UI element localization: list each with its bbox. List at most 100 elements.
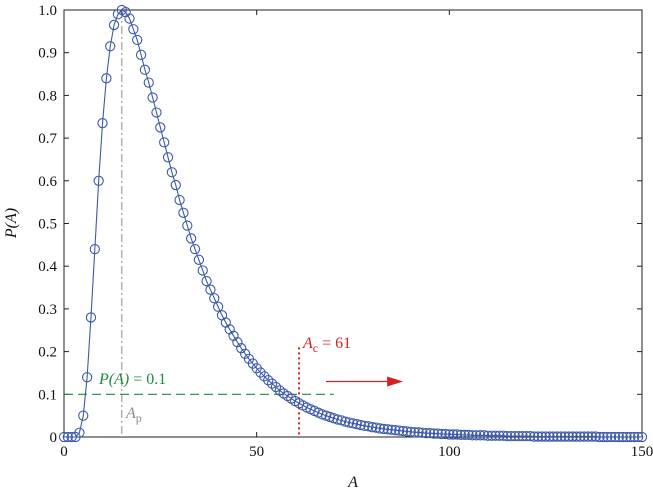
data-point xyxy=(498,430,509,441)
data-point xyxy=(178,207,189,218)
data-point xyxy=(85,312,97,323)
data-point xyxy=(636,431,648,443)
data-point xyxy=(205,284,216,295)
data-point xyxy=(579,431,590,442)
data-point xyxy=(555,431,567,442)
x-tick-label: 50 xyxy=(249,444,264,460)
data-point xyxy=(509,430,520,442)
data-point xyxy=(81,372,93,383)
data-point xyxy=(370,422,382,433)
x-tick-label: 0 xyxy=(60,444,68,460)
data-point xyxy=(405,426,416,438)
data-point xyxy=(517,430,528,442)
data-point xyxy=(108,19,120,31)
data-point xyxy=(239,348,251,359)
y-tick-label: 0.4 xyxy=(38,259,57,275)
data-point xyxy=(586,431,598,442)
data-point xyxy=(386,424,397,435)
data-point xyxy=(193,254,205,265)
data-point xyxy=(490,430,501,441)
axis-ticks: 0 50 100 150 0 0.1 0.2 0.3 0.4 0.5 0.6 0.7 0.8 0.9 1.0 xyxy=(38,3,653,460)
x-tick-label: 100 xyxy=(438,444,461,460)
data-point xyxy=(486,430,497,441)
x-tick-label: 150 xyxy=(631,444,653,460)
peak-label-sub: p xyxy=(136,411,142,425)
data-point xyxy=(482,430,494,441)
x-axis-title: A xyxy=(347,474,358,491)
y-tick-label: 0.6 xyxy=(38,174,57,190)
data-point xyxy=(559,431,571,442)
data-point xyxy=(606,431,617,443)
data-point xyxy=(424,428,436,439)
y-tick-label: 0.9 xyxy=(38,46,57,62)
y-tick-label: 0 xyxy=(50,430,58,446)
data-point xyxy=(135,49,147,60)
data-point xyxy=(478,430,490,441)
data-point xyxy=(343,417,355,428)
data-point xyxy=(609,431,621,443)
data-point xyxy=(621,431,632,443)
threshold-label-value: = 0.1 xyxy=(129,371,166,388)
data-point xyxy=(124,13,135,24)
data-point xyxy=(347,418,359,429)
data-point xyxy=(355,419,366,431)
data-point xyxy=(359,420,370,432)
data-point xyxy=(128,24,139,35)
data-point xyxy=(571,431,582,442)
series-line xyxy=(64,9,642,438)
data-point xyxy=(617,431,628,443)
data-point xyxy=(455,429,467,441)
y-tick-label: 0.5 xyxy=(38,217,57,233)
data-point xyxy=(471,430,482,441)
data-point xyxy=(552,431,563,442)
data-point xyxy=(151,107,162,118)
data-point xyxy=(363,421,374,432)
data-point xyxy=(467,430,478,441)
peak-label-main: A xyxy=(125,405,136,422)
data-point xyxy=(590,431,601,442)
y-tick-label: 0.1 xyxy=(38,387,57,403)
data-point xyxy=(459,429,470,441)
data-point xyxy=(189,243,201,255)
data-point xyxy=(89,243,100,255)
y-tick-label: 1.0 xyxy=(38,3,57,19)
data-point xyxy=(532,431,544,442)
data-point xyxy=(421,428,432,439)
data-point xyxy=(602,431,613,443)
data-point xyxy=(444,429,455,440)
data-point xyxy=(409,427,420,438)
data-point xyxy=(525,430,536,442)
data-point xyxy=(66,431,77,443)
threshold-label-main: P(A) xyxy=(98,371,129,388)
data-point xyxy=(448,429,459,440)
data-point xyxy=(351,419,362,430)
data-point xyxy=(58,431,70,443)
data-point xyxy=(582,431,594,442)
data-point xyxy=(494,430,505,441)
y-axis-title: P(A) xyxy=(3,208,20,239)
data-point xyxy=(259,371,270,382)
data-point xyxy=(93,175,104,186)
data-point xyxy=(367,422,378,433)
data-point xyxy=(382,424,393,435)
y-tick-label: 0.8 xyxy=(38,88,57,104)
data-point xyxy=(332,414,343,425)
data-point xyxy=(475,430,486,441)
data-point xyxy=(101,73,112,84)
data-point xyxy=(182,220,193,231)
peak-label: Ap xyxy=(125,405,142,425)
data-point xyxy=(166,167,178,178)
y-tick-label: 0.3 xyxy=(38,302,57,318)
data-point xyxy=(417,427,428,438)
cutoff-label: Ac = 61 xyxy=(302,335,351,355)
data-point xyxy=(521,430,532,442)
data-point xyxy=(186,233,197,244)
data-point xyxy=(78,410,89,421)
data-point xyxy=(97,118,108,129)
data-point xyxy=(394,425,405,436)
data-point xyxy=(170,179,181,191)
data-point xyxy=(463,429,474,441)
data-point xyxy=(155,122,166,133)
data-point xyxy=(528,431,540,442)
